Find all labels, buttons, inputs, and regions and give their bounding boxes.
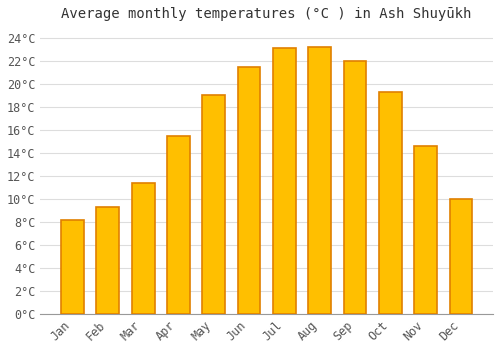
Bar: [61, 219, 84, 314]
Bar: [273, 48, 296, 314]
Bar: [450, 199, 472, 314]
Bar: [202, 95, 225, 314]
Title: Average monthly temperatures (°C ) in Ash Shuyūkh: Average monthly temperatures (°C ) in As…: [62, 7, 472, 21]
Bar: [238, 66, 260, 314]
Bar: [379, 92, 402, 314]
Bar: [96, 207, 119, 314]
Bar: [308, 47, 331, 314]
Bar: [132, 183, 154, 314]
Bar: [414, 146, 437, 314]
Bar: [344, 61, 366, 314]
Bar: [167, 135, 190, 314]
